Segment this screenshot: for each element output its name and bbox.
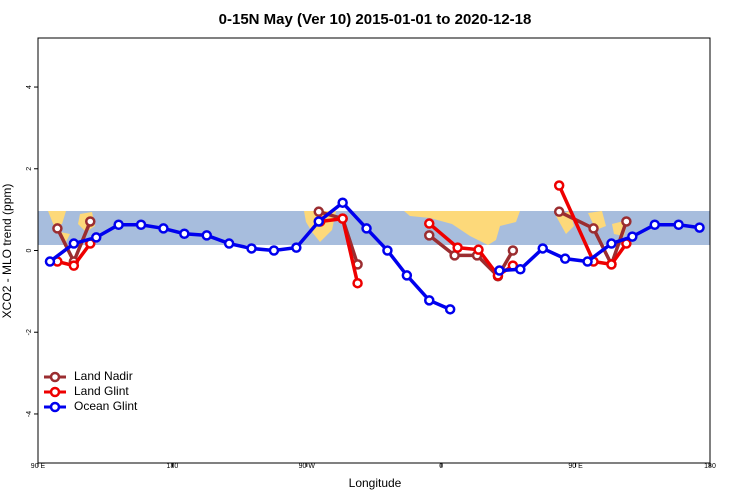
data-point [424,295,435,306]
data-point [473,244,484,255]
data-point [553,206,565,217]
y-tick-label: -4 [26,411,33,417]
data-point [606,259,617,270]
data-point [424,218,435,229]
y-tick-label: 0 [26,248,33,252]
data-point [694,222,705,233]
legend-label: Land Glint [74,384,129,398]
data-point [424,230,435,241]
data-point [68,260,80,271]
data-point [201,230,212,241]
legend-marker [49,371,61,383]
data-point [268,245,280,256]
data-point [582,256,593,267]
data-point [313,206,324,217]
data-point [52,223,63,234]
data-point [90,232,102,243]
data-point [68,238,80,249]
x-tick-label: 180 [167,463,179,470]
data-point [627,231,638,242]
data-point [401,270,413,281]
x-tick-label: 180 [704,463,716,470]
data-point [649,219,660,231]
data-point [352,277,363,289]
data-point [537,243,548,254]
x-axis-label: Longitude [349,476,402,490]
data-point [44,256,56,267]
x-tick-label: 90 E [568,463,583,470]
data-point [553,180,565,191]
series [44,197,705,315]
data-point [246,243,257,254]
data-point [621,216,632,227]
data-point [494,265,505,276]
x-tick-label: 0 [439,463,443,470]
data-point [158,223,169,234]
data-point [313,216,324,227]
x-tick-label: 90 E [31,463,46,470]
data-point [673,219,684,231]
legend-marker [49,386,61,398]
data-point [85,216,96,227]
legend-label: Ocean Glint [74,399,138,413]
y-tick-label: 4 [26,85,33,89]
data-point [361,223,372,234]
data-point [507,245,519,256]
data-point [179,228,190,239]
data-point [515,264,526,275]
data-point [223,238,235,249]
data-point [444,304,456,315]
data-point [559,253,571,264]
legend-label: Land Nadir [74,369,133,383]
plot-frame [37,37,711,464]
data-point [291,242,302,253]
data-point [113,219,124,231]
x-tick-label: 90 W [299,463,316,470]
data-point [588,223,599,234]
legend-marker [49,401,61,413]
y-tick-label: 2 [26,167,33,171]
data-point [337,213,348,224]
series [52,180,632,289]
data-point [606,238,617,249]
chart-title: 0-15N May (Ver 10) 2015-01-01 to 2020-12… [219,11,532,28]
data-point [337,197,348,208]
data-point [135,219,147,231]
y-axis-label: XCO2 - MLO trend (ppm) [0,184,14,319]
data-point [452,242,463,253]
y-tick-label: -2 [26,329,33,335]
data-point [382,245,393,256]
